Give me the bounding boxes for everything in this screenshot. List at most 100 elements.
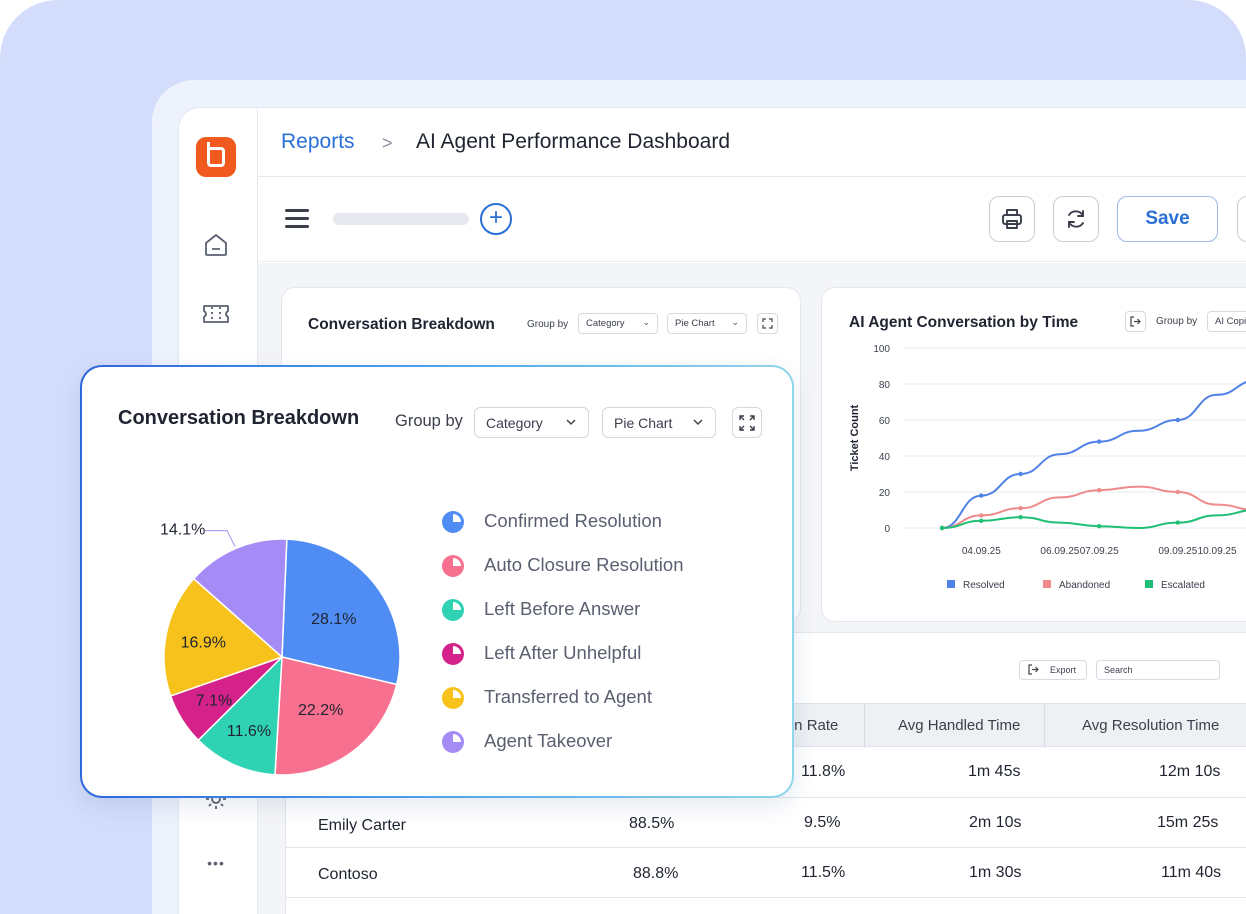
- breadcrumb: Reports > AI Agent Performance Dashboard: [258, 108, 1246, 177]
- pie-chart: 28.1% 22.2% 11.6% 7.1% 16.9% 14.1%: [160, 522, 401, 776]
- time-card: AI Agent Conversation by Time Group by A…: [821, 287, 1246, 622]
- time-card-title: AI Agent Conversation by Time: [849, 314, 1079, 331]
- time-groupby-select[interactable]: AI Copil: [1207, 311, 1246, 332]
- pie-slice-confirmed-resolution[interactable]: [281, 538, 401, 686]
- search-input[interactable]: Search: [1096, 660, 1220, 680]
- overlay-groupby-select[interactable]: Category: [474, 407, 589, 438]
- pie-leader-line: [205, 530, 236, 547]
- legend-pie-icon: [442, 731, 464, 753]
- x-tick-label: 04.09.25: [962, 546, 1001, 557]
- legend-label: Left After Unhelpful: [484, 642, 642, 663]
- data-point-resolved: [1175, 417, 1180, 423]
- page-title: AI Agent Performance Dashboard: [416, 130, 731, 153]
- overlay-groupby-label: Group by: [395, 412, 463, 430]
- x-tick-label: 09.09.25: [1158, 546, 1197, 557]
- y-tick-label: 100: [873, 344, 890, 355]
- line-chart: 0 20 40 60 80 100 Ticket Count 04.09.25 06.09.25…: [849, 344, 1246, 591]
- data-point-escalated: [1097, 524, 1102, 529]
- series-line-abandoned: [941, 485, 1246, 529]
- data-point-abandoned: [1175, 489, 1180, 495]
- breakdown-card-title: Conversation Breakdown: [308, 316, 495, 333]
- expand-icon[interactable]: [732, 407, 762, 438]
- time-groupby-label: Group by: [1156, 316, 1198, 327]
- legend-swatch: [947, 580, 955, 588]
- legend-label: Escalated: [1161, 580, 1205, 591]
- chevron-down-icon: [692, 415, 704, 431]
- refresh-icon: [1068, 210, 1084, 228]
- breakdown-groupby-label: Group by: [527, 319, 569, 330]
- pie-data-label: 28.1%: [311, 611, 356, 628]
- breakdown-overlay-card: Conversation Breakdown Group by Category…: [80, 365, 794, 798]
- breadcrumb-separator: >: [382, 133, 393, 153]
- legend-label: Abandoned: [1059, 580, 1110, 591]
- pie-slice-transferred-to-agent[interactable]: [163, 577, 284, 697]
- data-point-resolved: [979, 493, 984, 498]
- table-row[interactable]: Contoso 88.8% 11.5% 1m 30s 11m 40s: [286, 848, 1246, 898]
- ticket-icon[interactable]: [202, 300, 230, 328]
- pie-data-label: 7.1%: [196, 693, 232, 710]
- pie-data-label: 14.1%: [160, 522, 205, 539]
- pie-slice-agent-takeover[interactable]: [192, 538, 288, 659]
- y-axis-label: Ticket Count: [849, 404, 861, 471]
- export-icon: [1028, 664, 1039, 677]
- series-line-escalated: [941, 509, 1246, 530]
- pie-data-label: 16.9%: [181, 634, 226, 651]
- dashboard-name-placeholder[interactable]: [333, 213, 469, 225]
- pie-slice-auto-closure-resolution[interactable]: [274, 656, 398, 776]
- chevron-down-icon: ⌄: [642, 317, 650, 327]
- pie-slice-left-before-answer[interactable]: [197, 655, 283, 776]
- menu-icon[interactable]: [285, 209, 309, 229]
- column-header-handled[interactable]: Avg Handled Time: [898, 717, 1021, 734]
- data-point-escalated: [1018, 515, 1023, 520]
- export-button[interactable]: Export: [1019, 660, 1087, 680]
- home-icon[interactable]: [202, 231, 230, 259]
- legend-swatch: [1145, 580, 1153, 588]
- legend-pie-icon: [442, 511, 464, 533]
- y-tick-label: 40: [879, 452, 891, 463]
- y-tick-label: 60: [879, 416, 891, 427]
- breadcrumb-reports-link[interactable]: Reports: [281, 130, 355, 153]
- y-tick-label: 80: [879, 380, 891, 391]
- legend-pie-icon: [442, 599, 464, 621]
- legend-label: Auto Closure Resolution: [484, 554, 684, 575]
- legend-pie-icon: [442, 643, 464, 665]
- legend-label: Left Before Answer: [484, 598, 641, 619]
- data-point-abandoned: [1097, 488, 1102, 493]
- legend-label: Agent Takeover: [484, 730, 613, 751]
- x-tick-label: 06.09.25: [1040, 546, 1079, 557]
- x-tick-label: 10.09.25: [1198, 546, 1237, 557]
- logo-icon[interactable]: [196, 137, 236, 177]
- overlay-title: Conversation Breakdown: [118, 407, 360, 429]
- y-tick-label: 0: [884, 524, 890, 535]
- legend-pie-icon: [442, 555, 464, 577]
- print-button[interactable]: [989, 196, 1035, 242]
- series-line-resolved: [941, 381, 1246, 529]
- add-widget-button[interactable]: +: [480, 203, 512, 235]
- export-icon[interactable]: [1125, 311, 1146, 332]
- legend-label: Resolved: [963, 580, 1005, 591]
- y-tick-label: 20: [879, 488, 891, 499]
- data-point-escalated: [1175, 520, 1180, 525]
- print-icon: [1002, 209, 1022, 229]
- save-button[interactable]: Save: [1117, 196, 1218, 242]
- overflow-button[interactable]: [1237, 196, 1246, 242]
- breakdown-groupby-select[interactable]: Category ⌄: [578, 313, 658, 334]
- chevron-down-icon: ⌄: [731, 317, 739, 327]
- data-point-escalated: [979, 518, 984, 523]
- column-header-resolution[interactable]: Avg Resolution Time: [1082, 717, 1220, 734]
- pie-data-label: 22.2%: [298, 702, 343, 719]
- more-icon[interactable]: •••: [207, 855, 225, 871]
- data-point-abandoned: [979, 513, 984, 518]
- pie-data-label: 11.6%: [227, 723, 271, 740]
- legend-label: Transferred to Agent: [484, 686, 652, 707]
- expand-icon[interactable]: [757, 313, 778, 334]
- refresh-button[interactable]: [1053, 196, 1099, 242]
- breakdown-charttype-select[interactable]: Pie Chart ⌄: [667, 313, 747, 334]
- data-point-abandoned: [1018, 506, 1023, 511]
- table-row[interactable]: Emily Carter 88.5% 9.5% 2m 10s 15m 25s: [286, 798, 1246, 848]
- data-point-resolved: [1018, 471, 1023, 477]
- legend-swatch: [1043, 580, 1051, 588]
- toolbar: + Save: [258, 178, 1246, 262]
- chevron-down-icon: [565, 415, 577, 431]
- overlay-charttype-select[interactable]: Pie Chart: [602, 407, 716, 438]
